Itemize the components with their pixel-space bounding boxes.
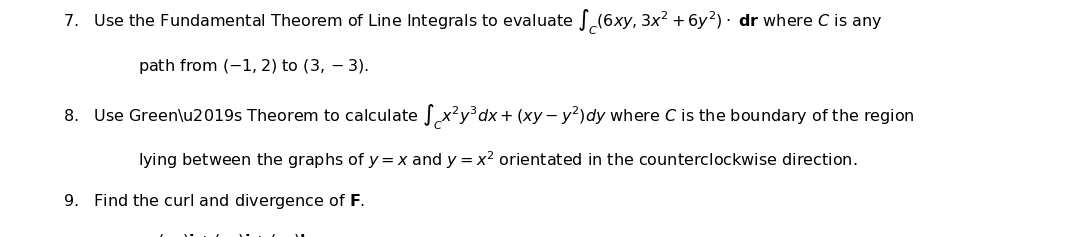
Text: 9.   Find the curl and divergence of $\mathbf{F}$.: 9. Find the curl and divergence of $\mat… [63, 192, 365, 211]
Text: lying between the graphs of $y=x$ and $y=x^2$ orientated in the counterclockwise: lying between the graphs of $y=x$ and $y… [138, 149, 858, 171]
Text: 7.   Use the Fundamental Theorem of Line Integrals to evaluate $\int_C(6xy, 3x^2: 7. Use the Fundamental Theorem of Line I… [63, 7, 882, 37]
Text: path from $(-1,2)$ to $(3,-3)$.: path from $(-1,2)$ to $(3,-3)$. [138, 57, 369, 76]
Text: 8.   Use Green\u2019s Theorem to calculate $\int_C x^2y^3dx+(xy-y^2)dy$ where $C: 8. Use Green\u2019s Theorem to calculate… [63, 102, 915, 132]
Text: a.   $(xy)\mathbf{i}+(yz)\mathbf{j}+(xz)\mathbf{k}$: a. $(xy)\mathbf{i}+(yz)\mathbf{j}+(xz)\m… [127, 232, 313, 237]
